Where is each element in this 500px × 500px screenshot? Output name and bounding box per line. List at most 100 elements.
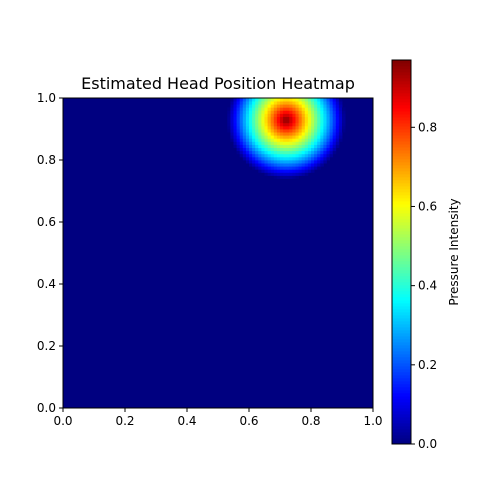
heatmap-cell: [317, 107, 321, 111]
heatmap-cell: [252, 138, 256, 142]
heatmap-cell: [286, 153, 290, 158]
heatmap-cell: [280, 175, 284, 179]
colorbar-segment: [392, 399, 411, 403]
heatmap-cell: [233, 101, 237, 105]
heatmap-cell: [255, 144, 259, 148]
heatmap-cell: [261, 122, 265, 127]
heatmap-cell: [301, 172, 306, 176]
colorbar-segment: [392, 168, 411, 172]
heatmap-cell: [329, 125, 334, 130]
heatmap-cell: [298, 138, 303, 142]
heatmap-cell: [286, 147, 290, 152]
heatmap-cell: [276, 147, 281, 152]
heatmap-cell: [292, 172, 296, 176]
heatmap-cell: [239, 104, 244, 108]
heatmap-cell: [273, 156, 278, 161]
heatmap-cell: [314, 101, 318, 105]
heatmap-cell: [239, 122, 244, 127]
heatmap-cell: [301, 166, 306, 170]
heatmap-cell: [233, 107, 237, 111]
heatmap-cell: [249, 138, 253, 142]
heatmap-cell: [255, 107, 259, 111]
heatmap-cell: [267, 110, 272, 114]
heatmap-cell: [280, 119, 284, 124]
heatmap-cell: [261, 141, 265, 145]
heatmap-cell: [283, 122, 287, 127]
colorbar-segment: [392, 366, 411, 370]
heatmap-cell: [311, 150, 315, 155]
heatmap-cell: [233, 138, 237, 142]
heatmap-cell: [311, 132, 315, 136]
heatmap-cell: [329, 129, 334, 133]
heatmap-cell: [338, 104, 343, 108]
heatmap-cell: [267, 172, 272, 176]
heatmap-cell: [329, 116, 334, 121]
colorbar-segment: [392, 288, 411, 292]
heatmap-cell: [252, 101, 256, 105]
heatmap-cell: [236, 119, 241, 124]
colorbar-segment: [392, 417, 411, 421]
heatmap-cell: [314, 147, 318, 152]
heatmap-cell: [283, 98, 287, 102]
colorbar-segment: [392, 327, 411, 331]
colorbar-segment: [392, 210, 411, 214]
heatmap-cell: [273, 172, 278, 176]
colorbar-segment: [392, 426, 411, 430]
colorbar-segment: [392, 360, 411, 364]
heatmap-cell: [317, 141, 321, 145]
heatmap-cell: [233, 141, 237, 145]
heatmap-cell: [258, 98, 262, 102]
heatmap-cell: [245, 113, 250, 117]
colorbar-segment: [392, 432, 411, 436]
heatmap-cell: [326, 156, 330, 161]
heatmap-cell: [292, 116, 296, 121]
heatmap-cell: [338, 110, 343, 114]
heatmap-cell: [239, 129, 244, 133]
heatmap-cells: [63, 98, 373, 408]
heatmap-cell: [304, 107, 309, 111]
heatmap-cell: [295, 132, 299, 136]
colorbar-segment: [392, 378, 411, 382]
heatmap-cell: [329, 101, 334, 105]
heatmap-cell: [311, 104, 315, 108]
colorbar-segment: [392, 420, 411, 424]
heatmap-cell: [258, 132, 262, 136]
heatmap-cell: [338, 101, 343, 105]
heatmap-cell: [314, 107, 318, 111]
heatmap-cell: [286, 135, 290, 139]
heatmap-cell: [314, 135, 318, 139]
heatmap-cell: [332, 144, 337, 148]
heatmap-cell: [323, 160, 327, 164]
heatmap-cell: [267, 166, 272, 170]
colorbar-segment: [392, 105, 411, 109]
heatmap-cell: [273, 98, 278, 102]
heatmap-cell: [239, 116, 244, 121]
heatmap-cell: [255, 129, 259, 133]
heatmap-cell: [267, 101, 272, 105]
heatmap-cell: [317, 101, 321, 105]
heatmap-cell: [301, 104, 306, 108]
heatmap-cell: [317, 144, 321, 148]
heatmap-cell: [276, 163, 281, 167]
colorbar-segment: [392, 231, 411, 235]
heatmap-cell: [326, 98, 330, 102]
heatmap-cell: [236, 141, 241, 145]
heatmap-cell: [261, 150, 265, 155]
heatmap-cell: [245, 147, 250, 152]
heatmap-cell: [323, 104, 327, 108]
heatmap-cell: [280, 122, 284, 127]
heatmap-cell: [335, 104, 340, 108]
heatmap-cell: [311, 163, 315, 167]
heatmap-cell: [304, 122, 309, 127]
heatmap-cell: [239, 132, 244, 136]
heatmap-cell: [301, 98, 306, 102]
heatmap-cell: [304, 129, 309, 133]
heatmap-cell: [261, 110, 265, 114]
heatmap-cell: [314, 110, 318, 114]
heatmap-cell: [338, 119, 343, 124]
heatmap-cell: [233, 129, 237, 133]
heatmap-cell: [230, 132, 234, 136]
heatmap-cell: [245, 153, 250, 158]
heatmap-cell: [261, 160, 265, 164]
heatmap-cell: [329, 132, 334, 136]
